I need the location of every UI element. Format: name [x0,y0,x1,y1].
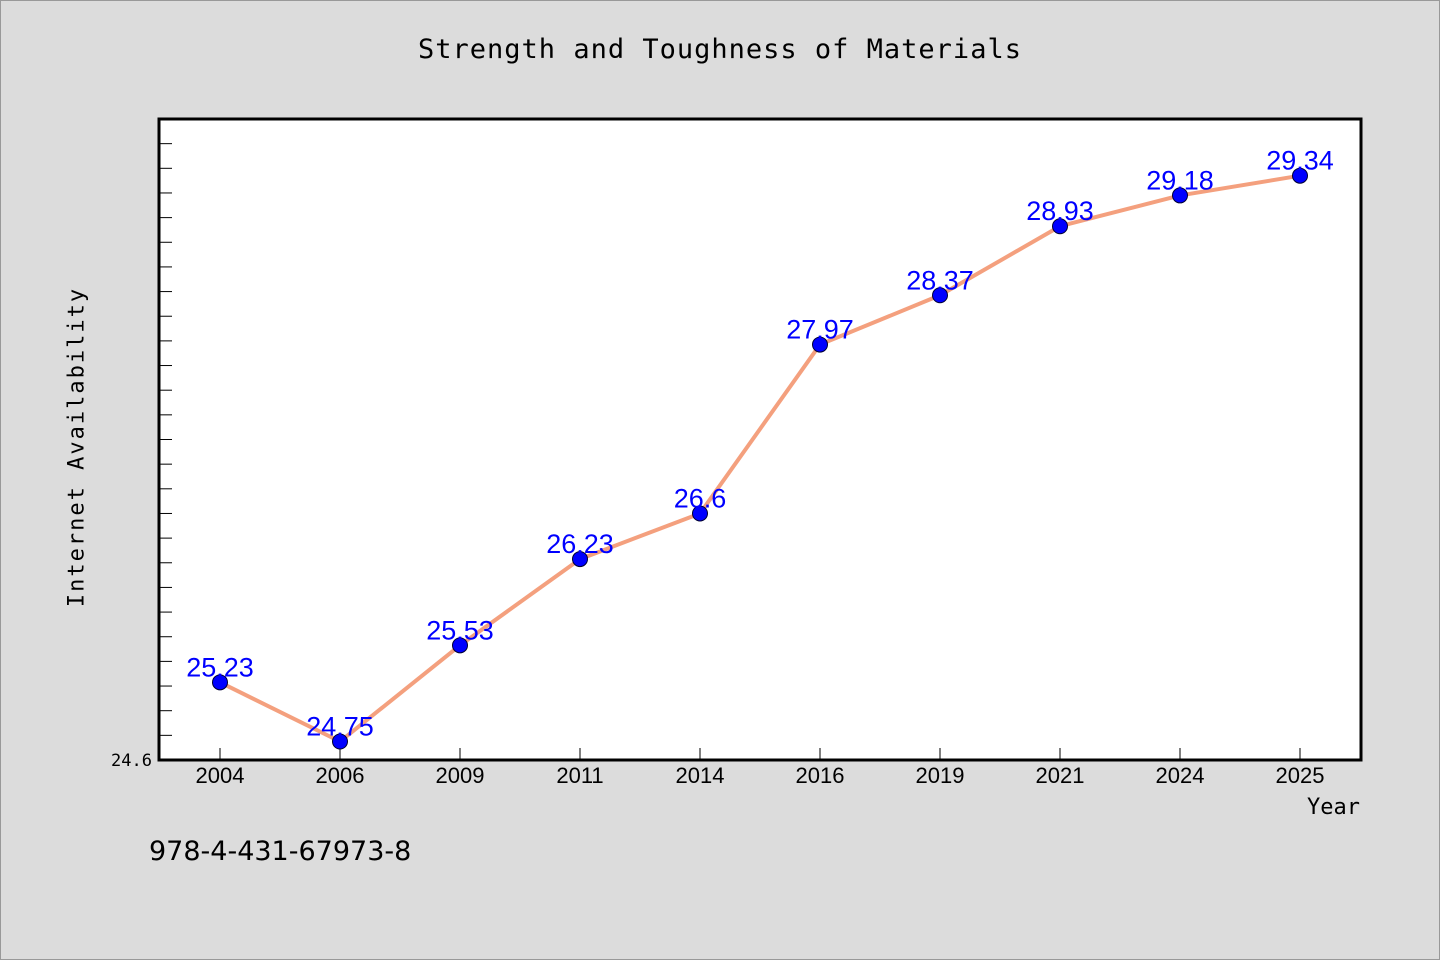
y-tick-label: 24.6 [111,751,152,771]
x-tick-label: 2019 [916,763,965,788]
series-group [212,167,1308,750]
series-line [218,173,1302,744]
x-tick-label: 2011 [556,763,603,788]
y-axis-title: Internet Availability [64,286,90,608]
data-label: 25.23 [186,652,254,682]
x-tick-label: 2006 [316,763,365,788]
plot-area [157,117,1363,762]
x-tick-label: 2025 [1276,763,1325,788]
data-label: 29.18 [1146,165,1214,195]
data-point-marker [812,336,828,353]
data-label: 25.53 [426,615,494,645]
y-axis-ticks: 24.6 [111,143,172,771]
data-label: 26.23 [546,529,614,559]
data-label: 29.34 [1266,146,1334,176]
data-point-marker [572,551,588,568]
x-tick-label: 2004 [196,763,245,788]
data-label: 28.37 [906,265,974,295]
data-labels-group: 25.23 24.75 25.53 26.23 26.6 27.97 28.37 28.93 2… [186,146,1334,742]
footer-code: 978-4-431-67973-8 [149,836,412,867]
data-point-marker [1172,187,1188,204]
chart-title: Strength and Toughness of Materials [418,34,1022,65]
x-tick-label: 2016 [796,763,845,788]
x-axis-ticks: 2004 2006 2009 2011 2014 2016 2019 2021 2024 2025 [196,748,1325,788]
data-point-marker [1052,218,1068,235]
data-point-marker [692,505,708,522]
data-point-marker [1292,167,1308,184]
data-point-marker [452,637,468,654]
data-point-marker [932,287,948,304]
data-label: 24.75 [306,712,374,742]
data-label: 28.93 [1026,196,1094,226]
x-tick-label: 2014 [676,763,725,788]
x-tick-label: 2021 [1036,763,1085,788]
x-tick-label: 2009 [436,763,485,788]
data-label: 26.6 [674,483,727,513]
x-axis-title: Year [1307,795,1360,820]
data-point-marker [332,733,348,750]
data-label: 27.97 [786,315,854,345]
x-tick-label: 2024 [1156,763,1205,788]
data-point-marker [212,674,228,691]
